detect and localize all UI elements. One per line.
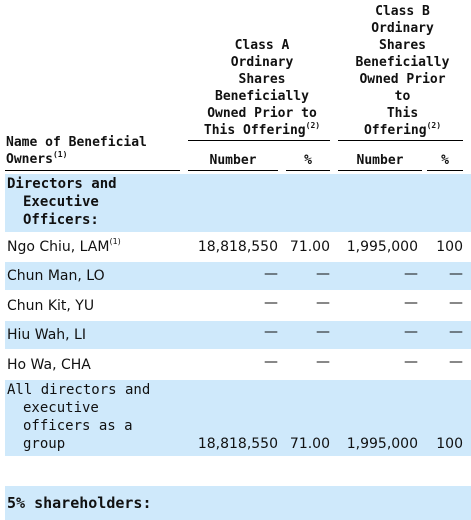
- class-a-percent: 71.00: [289, 436, 330, 452]
- class-b-rule: [338, 140, 463, 141]
- row-band: [5, 321, 471, 349]
- class-a-percent-header: %: [304, 153, 312, 168]
- five-percent-section-band: [5, 486, 471, 520]
- class-b-number-header: Number: [356, 153, 404, 168]
- owner-name: Chun Man, LO: [7, 268, 105, 284]
- class-b-number-rule: [338, 170, 422, 171]
- class-a-header: Class A Ordinary Shares Beneficially Own…: [188, 37, 336, 139]
- class-a-number: —: [264, 266, 278, 282]
- group-name-line: executive: [23, 400, 99, 416]
- class-b-line: Shares: [379, 38, 426, 53]
- class-b-line: Owned Prior: [359, 72, 446, 87]
- owner-footnote: (1): [109, 237, 121, 246]
- class-b-number: —: [404, 266, 418, 282]
- directors-section-heading: Directors and Executive Officers:: [7, 175, 117, 229]
- class-a-line: Shares: [238, 72, 286, 87]
- owner-name: Ngo Chiu, LAM: [7, 239, 110, 255]
- class-b-line: Offering: [363, 123, 427, 138]
- class-a-percent: 71.00: [289, 239, 330, 255]
- class-a-number: —: [264, 354, 278, 370]
- name-column-header: Name of Beneficial Owners(1): [6, 134, 186, 168]
- owner-name: Chun Kit, YU: [7, 298, 95, 314]
- class-b-percent: —: [449, 266, 463, 282]
- class-b-number: —: [404, 295, 418, 311]
- class-a-line: This Offering: [203, 123, 306, 138]
- class-b-number: 1,995,000: [346, 239, 418, 255]
- class-b-percent: —: [449, 295, 463, 311]
- class-a-percent-rule: [286, 170, 330, 171]
- directors-heading-line: Officers:: [23, 212, 99, 228]
- class-a-number: —: [264, 295, 278, 311]
- group-name-line: officers as a: [23, 418, 133, 434]
- class-b-header: Class B Ordinary Shares Beneficially Own…: [340, 3, 465, 139]
- class-b-line: This: [386, 106, 419, 121]
- class-a-number: 18,818,550: [197, 239, 278, 255]
- class-a-line: Class A: [234, 38, 290, 53]
- class-b-percent: —: [449, 324, 463, 340]
- group-name-line: All directors and: [7, 382, 151, 398]
- name-column-header-text: Name of Beneficial Owners: [6, 135, 147, 167]
- class-b-footnote: (2): [426, 121, 442, 130]
- class-a-percent: —: [316, 295, 330, 311]
- directors-heading-line: Executive: [23, 194, 99, 210]
- class-b-percent: —: [449, 354, 463, 370]
- class-a-number-rule: [188, 170, 278, 171]
- name-column-rule: [5, 170, 180, 171]
- class-b-percent-header: %: [441, 153, 449, 168]
- directors-heading-line: Directors and: [7, 176, 117, 192]
- class-b-number: 1,995,000: [346, 436, 418, 452]
- class-a-percent: —: [316, 266, 330, 282]
- class-b-line: to: [394, 89, 411, 104]
- directors-section-band: [5, 174, 471, 232]
- class-a-rule: [188, 140, 330, 141]
- owner-name: Ho Wa, CHA: [7, 357, 91, 373]
- class-a-footnote: (2): [305, 121, 321, 130]
- class-b-percent-rule: [427, 170, 463, 171]
- class-a-percent: —: [316, 354, 330, 370]
- group-name: All directors and executive officers as …: [7, 381, 150, 453]
- row-band: [5, 262, 471, 290]
- class-b-number: —: [404, 354, 418, 370]
- name-column-footnote: (1): [52, 150, 68, 159]
- owner-name: Hiu Wah, LI: [7, 327, 86, 343]
- class-b-percent: 100: [436, 436, 463, 452]
- class-b-line: Beneficially: [355, 55, 450, 70]
- class-b-line: Class B: [375, 4, 430, 19]
- class-a-line: Beneficially: [215, 89, 309, 104]
- class-a-percent: —: [316, 324, 330, 340]
- group-row-band: [5, 380, 471, 456]
- class-a-number: 18,818,550: [197, 436, 278, 452]
- class-b-number: —: [404, 324, 418, 340]
- class-b-percent: 100: [436, 239, 463, 255]
- class-a-number: —: [264, 324, 278, 340]
- five-percent-section-heading: 5% shareholders:: [7, 494, 152, 512]
- group-name-line: group: [23, 436, 66, 452]
- class-b-line: Ordinary: [371, 21, 434, 36]
- class-a-line: Ordinary: [230, 55, 294, 70]
- class-a-number-header: Number: [209, 153, 257, 168]
- class-a-line: Owned Prior to: [207, 106, 317, 121]
